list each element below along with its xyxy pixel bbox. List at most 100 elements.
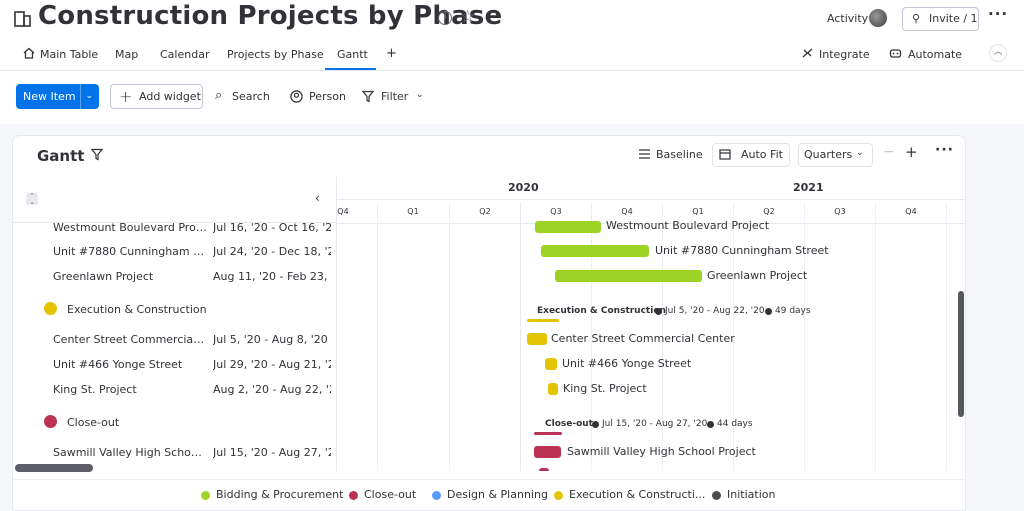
gantt-bar[interactable] (527, 333, 547, 345)
legend-dot (201, 491, 210, 500)
item-dates: Jul 5, '20 - Aug 8, '20 (213, 333, 328, 346)
gantt-bar[interactable] (541, 245, 649, 257)
tab-calendar[interactable]: Calendar (160, 48, 210, 61)
tab-map[interactable]: Map (115, 48, 139, 61)
item-dates: Jul 16, '20 - Oct 16, '20 (213, 221, 331, 234)
horizontal-scrollbar[interactable] (15, 464, 93, 472)
bar-label: Center Street Commercial Center (551, 332, 735, 345)
chevron-left-icon[interactable]: ‹ (315, 191, 320, 205)
plus-icon: + (119, 87, 133, 106)
integrate-icon (802, 48, 813, 58)
group-execution-construction[interactable]: Execution & Construction (67, 303, 207, 316)
chevron-down-icon[interactable]: ⌄ (85, 91, 93, 101)
legend-item: Bidding & Procurement (216, 488, 344, 501)
invite-label: Invite / 1 (929, 12, 978, 25)
robot-icon (889, 49, 902, 58)
group-summary-title: Close-out (545, 419, 593, 429)
bar-label: Sawmill Valley High School Project (567, 445, 756, 458)
filter-icon (362, 90, 374, 103)
legend-dot (712, 491, 721, 500)
baseline-icon (639, 149, 650, 159)
gantt-bar[interactable] (534, 446, 561, 458)
list-item[interactable]: King St. Project (53, 383, 137, 396)
star-icon[interactable]: ☆ (460, 7, 476, 27)
item-dates: Jul 24, '20 - Dec 18, '20 (213, 245, 331, 258)
group-summary-bar (527, 319, 559, 322)
automate-button[interactable]: Automate (908, 48, 963, 61)
calendar-icon (719, 149, 731, 160)
year-label: 2020 (508, 181, 539, 194)
list-item[interactable]: Unit #466 Yonge Street (53, 358, 183, 371)
board-icon (14, 11, 31, 27)
vertical-scrollbar[interactable] (958, 291, 964, 417)
group-summary-title: Execution & Construction (537, 306, 666, 316)
board-title: Construction Projects by Phase (38, 1, 503, 31)
item-dates: Jul 29, '20 - Aug 21, '20 (213, 358, 331, 371)
legend-item: Design & Planning (447, 488, 548, 501)
filter-button[interactable]: Filter (381, 90, 409, 103)
list-item[interactable]: Unit #7880 Cunningham Street (53, 245, 207, 258)
list-item[interactable]: Sawmill Valley High School Project (53, 446, 207, 459)
auto-fit-button[interactable] (712, 143, 790, 167)
filter-icon[interactable] (91, 148, 103, 161)
chevron-down-icon: ⌄ (856, 148, 864, 158)
group-summary-days: 44 days (717, 419, 753, 429)
tab-projects-by-phase[interactable]: Projects by Phase (227, 48, 324, 61)
gantt-bar[interactable] (548, 383, 558, 395)
list-item[interactable]: Greenlawn Project (53, 270, 154, 283)
search-icon[interactable]: ⌕ (215, 88, 223, 103)
invite-button[interactable]: ⚲ Invite / 1 (902, 7, 979, 31)
legend-dot (432, 491, 441, 500)
gantt-item-list: ⌃ ⌄ ‹ Westmount Boulevard Project Jul 16,… (13, 177, 337, 471)
quarter-label: Q3 (834, 207, 846, 216)
bar-label: Greenlawn Project (707, 269, 808, 282)
activity-button[interactable]: Activity (827, 12, 869, 25)
person-filter-button[interactable]: Person (309, 90, 346, 103)
gantt-bar[interactable] (545, 358, 557, 370)
baseline-button[interactable]: Baseline (656, 148, 703, 161)
active-tab-indicator (325, 68, 376, 70)
gantt-title: Gantt (37, 147, 85, 165)
quarter-label: Q4 (337, 207, 349, 216)
add-view-button[interactable]: + (386, 46, 397, 61)
zoom-out-button[interactable]: − (883, 144, 895, 160)
item-dates: Aug 11, '20 - Feb 23, '21 (213, 270, 331, 283)
more-options-icon[interactable]: ··· (935, 142, 954, 158)
quarter-label: Q2 (479, 207, 491, 216)
gantt-bar[interactable] (539, 468, 549, 471)
more-options-icon[interactable]: ··· (988, 5, 1009, 23)
legend-item: Initiation (727, 488, 776, 501)
gantt-bar[interactable] (555, 270, 702, 282)
expand-icon[interactable]: ⌃ ⌄ (26, 193, 38, 206)
bar-label: Unit #466 Yonge Street (562, 357, 692, 370)
quarter-label: Q1 (692, 207, 704, 216)
group-summary-dates: Jul 5, '20 - Aug 22, '20 (665, 306, 765, 316)
avatar[interactable] (869, 9, 887, 27)
list-item[interactable]: Westmount Boulevard Project (53, 221, 207, 234)
timescale-value: Quarters (804, 148, 853, 161)
quarter-label: Q4 (905, 207, 917, 216)
legend-item: Close-out (364, 488, 417, 501)
add-person-icon: ⚲ (912, 12, 921, 25)
new-item-button[interactable]: New Item ⌄ (16, 84, 99, 109)
integrate-button[interactable]: Integrate (819, 48, 870, 61)
bar-label: Unit #7880 Cunningham Street (655, 244, 829, 257)
info-icon[interactable]: i (438, 11, 452, 25)
board-header: Construction Projects by Phase i ☆ Activ… (0, 0, 1024, 124)
year-label: 2021 (793, 181, 824, 194)
zoom-in-button[interactable]: + (905, 143, 918, 161)
timescale-select[interactable] (798, 143, 873, 167)
collapse-header-icon[interactable]: ︿ (989, 44, 1007, 62)
list-item[interactable]: Center Street Commercial Center (53, 333, 207, 346)
board-toolbar: New Item ⌄ + Add widget ⌕ Search Person … (0, 82, 1024, 112)
quarter-label: Q3 (550, 207, 562, 216)
tab-gantt[interactable]: Gantt (337, 48, 368, 61)
quarter-label: Q2 (763, 207, 775, 216)
tab-main-table[interactable]: Main Table (40, 48, 99, 61)
gantt-legend: Bidding & Procurement Close-out Design &… (13, 479, 965, 510)
chevron-down-icon[interactable]: ⌄ (416, 90, 424, 100)
group-close-out[interactable]: Close-out (67, 416, 120, 429)
gantt-bar[interactable] (535, 221, 601, 233)
search-button[interactable]: Search (232, 90, 270, 103)
add-widget-button[interactable]: + Add widget (110, 84, 203, 109)
